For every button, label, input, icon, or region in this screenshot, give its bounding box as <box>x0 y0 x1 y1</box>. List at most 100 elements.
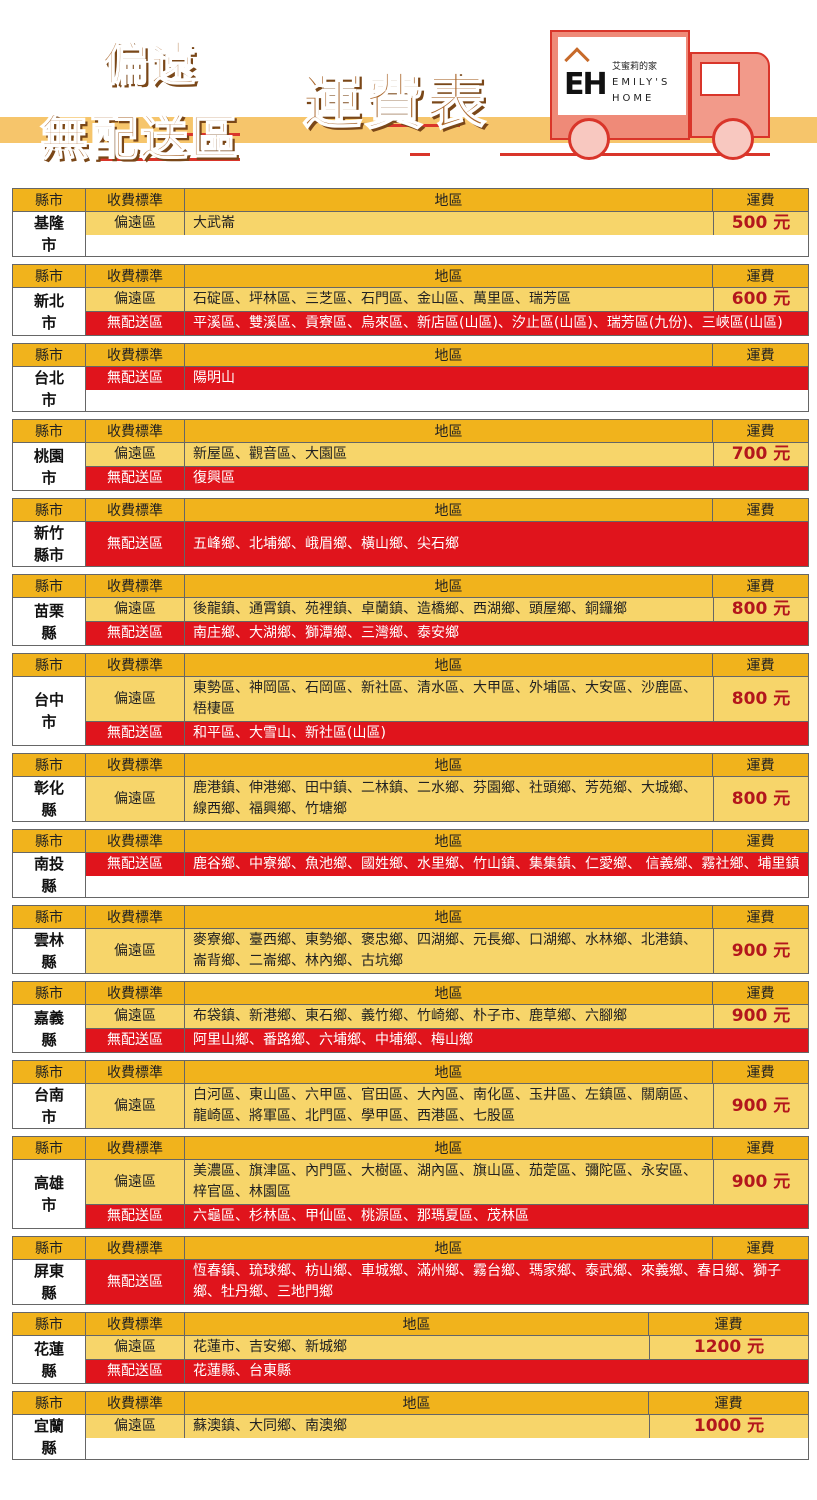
header-fee: 運費 <box>746 348 775 364</box>
table-header: 縣市 收費標準 地區 運費 <box>13 1313 808 1336</box>
header-fee: 運費 <box>746 424 775 440</box>
table-body: 宜蘭縣 偏遠區 蘇澳鎮、大同鄉、南澳鄉 1000 元 <box>13 1415 808 1459</box>
speed-line <box>410 153 430 156</box>
no-delivery-row: 無配送區 和平區、大雪山、新社區(山區) <box>86 721 808 745</box>
table-header: 縣市 收費標準 地區 運費 <box>13 420 808 443</box>
fee: 900 元 <box>713 1005 808 1028</box>
fee: 600 元 <box>713 288 808 311</box>
rows: 偏遠區 鹿港鎮、伸港鄉、田中鎮、二林鎮、二水鄉、芬園鄉、社頭鄉、芳苑鄉、大城鄉、線… <box>86 777 808 821</box>
remote-row: 偏遠區 大武崙 500 元 <box>86 212 808 235</box>
no-delivery-row: 無配送區 恆春鎮、琉球鄉、枋山鄉、車城鄉、滿州鄉、霧台鄉、瑪家鄉、泰武鄉、來義鄉、… <box>86 1260 808 1304</box>
charge-standard: 無配送區 <box>86 722 185 745</box>
header-area: 地區 <box>185 1392 649 1414</box>
wheel-icon <box>568 118 610 160</box>
areas: 東勢區、神岡區、石岡區、新社區、清水區、大甲區、外埔區、大安區、沙鹿區、梧棲區 <box>193 680 697 717</box>
charge-standard: 偏遠區 <box>86 1005 185 1028</box>
rows: 偏遠區 白河區、東山區、六甲區、官田區、大內區、南化區、玉井區、左鎮區、關廟區、龍… <box>86 1084 808 1128</box>
rows: 無配送區 陽明山 <box>86 367 808 411</box>
no-delivery-row: 無配送區 花蓮縣、台東縣 <box>86 1359 808 1383</box>
city-name: 彰化縣 <box>13 777 86 821</box>
city-name: 台中市 <box>13 677 86 745</box>
areas: 陽明山 <box>193 370 235 386</box>
remote-row: 偏遠區 布袋鎮、新港鄉、東石鄉、義竹鄉、竹崎鄉、朴子市、鹿草鄉、六腳鄉 900 元 <box>86 1005 808 1028</box>
region-table: 縣市 收費標準 地區 運費 嘉義縣 偏遠區 布袋鎮、新港鄉、東石鄉、義竹鄉、竹崎鄉、朴子市、… <box>12 981 809 1053</box>
areas: 花蓮市、吉安鄉、新城鄉 <box>193 1339 347 1355</box>
table-body: 南投縣 無配送區 鹿谷鄉、中寮鄉、魚池鄉、國姓鄉、水里鄉、竹山鎮、集集鎮、仁愛鄉、 … <box>13 853 808 897</box>
header-fee: 運費 <box>714 1396 743 1412</box>
remote-row: 偏遠區 東勢區、神岡區、石岡區、新社區、清水區、大甲區、外埔區、大安區、沙鹿區、梧… <box>86 677 808 721</box>
fee: 500 元 <box>713 212 808 235</box>
remote-row: 偏遠區 後龍鎮、通霄鎮、苑裡鎮、卓蘭鎮、造橋鄉、西湖鄉、頭屋鄉、銅鑼鄉 800 元 <box>86 598 808 621</box>
region-table: 縣市 收費標準 地區 運費 屏東縣 無配送區 恆春鎮、琉球鄉、枋山鄉、車城鄉、滿州鄉、霧台鄉… <box>12 1236 809 1305</box>
region-table: 縣市 收費標準 地區 運費 基隆市 偏遠區 大武崙 500 元 <box>12 188 809 257</box>
header-standard: 收費標準 <box>86 982 185 1004</box>
table-body: 屏東縣 無配送區 恆春鎮、琉球鄉、枋山鄉、車城鄉、滿州鄉、霧台鄉、瑪家鄉、泰武鄉、來… <box>13 1260 808 1304</box>
header-standard: 收費標準 <box>86 499 185 521</box>
areas: 花蓮縣、台東縣 <box>193 1363 291 1379</box>
header-standard: 收費標準 <box>86 265 185 287</box>
banner: 偏遠 無配送區 運費表 EH 艾蜜莉的家 EMILY'S HOME <box>0 0 817 180</box>
region-table: 縣市 收費標準 地區 運費 新竹縣市 無配送區 五峰鄉、北埔鄉、峨眉鄉、橫山鄉、尖石鄉 <box>12 498 809 567</box>
city-name: 花蓮縣 <box>13 1336 86 1383</box>
areas: 南庄鄉、大湖鄉、獅潭鄉、三灣鄉、泰安鄉 <box>193 625 459 641</box>
header-city: 縣市 <box>13 420 86 442</box>
charge-standard: 偏遠區 <box>86 677 185 721</box>
region-table: 縣市 收費標準 地區 運費 南投縣 無配送區 鹿谷鄉、中寮鄉、魚池鄉、國姓鄉、水里鄉、竹山鎮… <box>12 829 809 898</box>
logo-name-en: HOME <box>612 93 655 104</box>
city-name: 嘉義縣 <box>13 1005 86 1052</box>
header-area: 地區 <box>185 1313 649 1335</box>
no-delivery-row: 無配送區 五峰鄉、北埔鄉、峨眉鄉、橫山鄉、尖石鄉 <box>86 522 808 566</box>
rows: 偏遠區 花蓮市、吉安鄉、新城鄉 1200 元無配送區 花蓮縣、台東縣 <box>86 1336 808 1383</box>
table-body: 花蓮縣 偏遠區 花蓮市、吉安鄉、新城鄉 1200 元無配送區 花蓮縣、台東縣 <box>13 1336 808 1383</box>
header-standard: 收費標準 <box>86 654 185 676</box>
table-header: 縣市 收費標準 地區 運費 <box>13 1061 808 1084</box>
header-standard: 收費標準 <box>86 1061 185 1083</box>
areas: 鹿港鎮、伸港鄉、田中鎮、二林鎮、二水鄉、芬園鄉、社頭鄉、芳苑鄉、大城鄉、線西鄉、… <box>193 780 697 817</box>
header-city: 縣市 <box>13 265 86 287</box>
table-header: 縣市 收費標準 地區 運費 <box>13 1237 808 1260</box>
charge-standard: 無配送區 <box>86 853 185 876</box>
header-standard: 收費標準 <box>86 1137 185 1159</box>
fee: 1000 元 <box>649 1415 808 1438</box>
areas: 布袋鎮、新港鄉、東石鄉、義竹鄉、竹崎鄉、朴子市、鹿草鄉、六腳鄉 <box>193 1008 627 1024</box>
remote-row: 偏遠區 麥寮鄉、臺西鄉、東勢鄉、褒忠鄉、四湖鄉、元長鄉、口湖鄉、水林鄉、北港鎮、崙… <box>86 929 808 973</box>
speed-line <box>380 124 460 127</box>
rows: 偏遠區 大武崙 500 元 <box>86 212 808 256</box>
region-table: 縣市 收費標準 地區 運費 台中市 偏遠區 東勢區、神岡區、石岡區、新社區、清水區、大甲區、… <box>12 653 809 746</box>
fee: 900 元 <box>713 929 808 973</box>
region-table: 縣市 收費標準 地區 運費 高雄市 偏遠區 美濃區、旗津區、內門區、大樹區、湖內區、旗山區、… <box>12 1136 809 1229</box>
charge-standard: 無配送區 <box>86 467 185 490</box>
header-standard: 收費標準 <box>86 1313 185 1335</box>
header-area: 地區 <box>185 830 713 852</box>
header-fee: 運費 <box>746 1065 775 1081</box>
header-standard: 收費標準 <box>86 906 185 928</box>
remote-row: 偏遠區 鹿港鎮、伸港鄉、田中鎮、二林鎮、二水鄉、芬園鄉、社頭鄉、芳苑鄉、大城鄉、線… <box>86 777 808 821</box>
header-area: 地區 <box>185 1061 713 1083</box>
table-body: 彰化縣 偏遠區 鹿港鎮、伸港鄉、田中鎮、二林鎮、二水鄉、芬園鄉、社頭鄉、芳苑鄉、大城… <box>13 777 808 821</box>
charge-standard: 偏遠區 <box>86 288 185 311</box>
header-standard: 收費標準 <box>86 1237 185 1259</box>
charge-standard: 無配送區 <box>86 1360 185 1383</box>
areas: 新屋區、觀音區、大園區 <box>193 446 347 462</box>
header-area: 地區 <box>185 754 713 776</box>
wheel-icon <box>712 118 754 160</box>
table-header: 縣市 收費標準 地區 運費 <box>13 575 808 598</box>
areas: 平溪區、雙溪區、貢寮區、烏來區、新店區(山區)、汐止區(山區)、瑞芳區(九份)、… <box>193 315 783 331</box>
header-city: 縣市 <box>13 1392 86 1414</box>
table-header: 縣市 收費標準 地區 運費 <box>13 906 808 929</box>
header-city: 縣市 <box>13 654 86 676</box>
header-area: 地區 <box>185 189 713 211</box>
header-fee: 運費 <box>746 1241 775 1257</box>
table-body: 台北市 無配送區 陽明山 <box>13 367 808 411</box>
no-delivery-row: 無配送區 鹿谷鄉、中寮鄉、魚池鄉、國姓鄉、水里鄉、竹山鎮、集集鎮、仁愛鄉、 信義鄉… <box>86 853 808 876</box>
table-header: 縣市 收費標準 地區 運費 <box>13 982 808 1005</box>
title-main: 運費表 <box>301 67 488 139</box>
header-fee: 運費 <box>746 193 775 209</box>
header-city: 縣市 <box>13 1313 86 1335</box>
table-header: 縣市 收費標準 地區 運費 <box>13 344 808 367</box>
charge-standard: 無配送區 <box>86 522 185 566</box>
city-name: 基隆市 <box>13 212 86 256</box>
table-header: 縣市 收費標準 地區 運費 <box>13 189 808 212</box>
areas: 蘇澳鎮、大同鄉、南澳鄉 <box>193 1418 347 1434</box>
fee: 800 元 <box>713 598 808 621</box>
